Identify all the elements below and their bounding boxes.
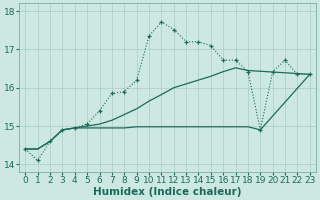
X-axis label: Humidex (Indice chaleur): Humidex (Indice chaleur)	[93, 187, 242, 197]
